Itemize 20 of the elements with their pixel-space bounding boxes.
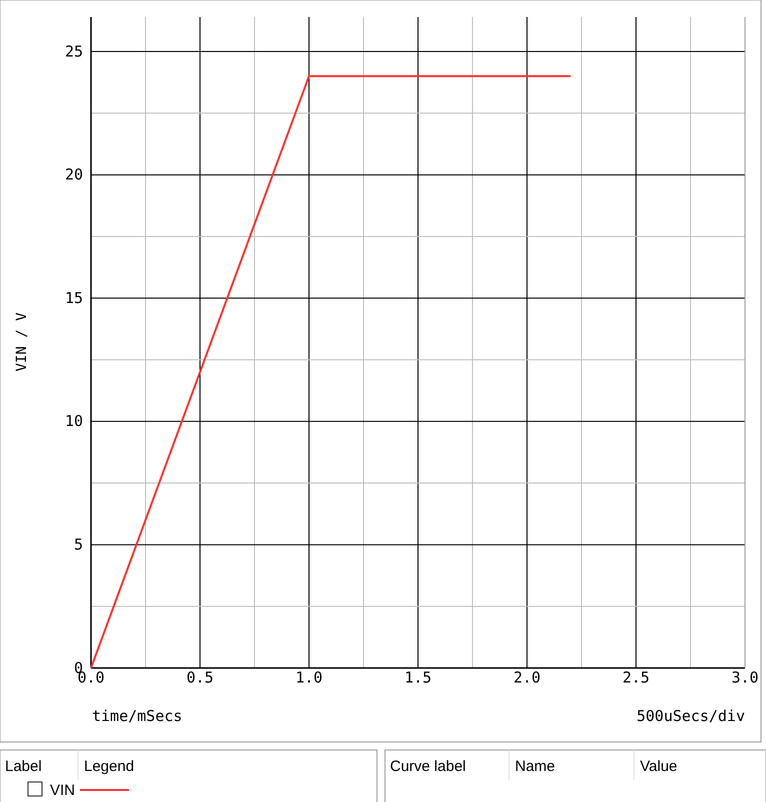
text: Curve label bbox=[390, 758, 466, 775]
text: Value bbox=[640, 758, 678, 775]
y-axis-title: VIN / V bbox=[14, 312, 30, 372]
text: Label bbox=[5, 758, 42, 775]
y-tick-label: 10 bbox=[64, 412, 83, 430]
y-tick-label: 15 bbox=[64, 288, 83, 307]
x-tick-label: 3.0 bbox=[731, 668, 759, 687]
x-tick-label: 2.0 bbox=[513, 668, 541, 687]
x-axis-title: time/mSecs bbox=[92, 707, 182, 725]
x-tick-label: 2.5 bbox=[622, 668, 650, 687]
text: VIN bbox=[50, 782, 76, 799]
text: 500uSecs/div bbox=[636, 707, 745, 725]
text: Name bbox=[515, 758, 556, 775]
x-tick-label: 1.5 bbox=[404, 668, 432, 687]
y-tick-label: 5 bbox=[74, 536, 83, 554]
y-tick-label: 25 bbox=[64, 42, 83, 60]
text: Legend bbox=[84, 758, 134, 775]
y-tick-label: 20 bbox=[64, 166, 83, 184]
x-tick-label: 1.0 bbox=[295, 668, 323, 687]
x-tick-label: 0.5 bbox=[186, 668, 214, 687]
